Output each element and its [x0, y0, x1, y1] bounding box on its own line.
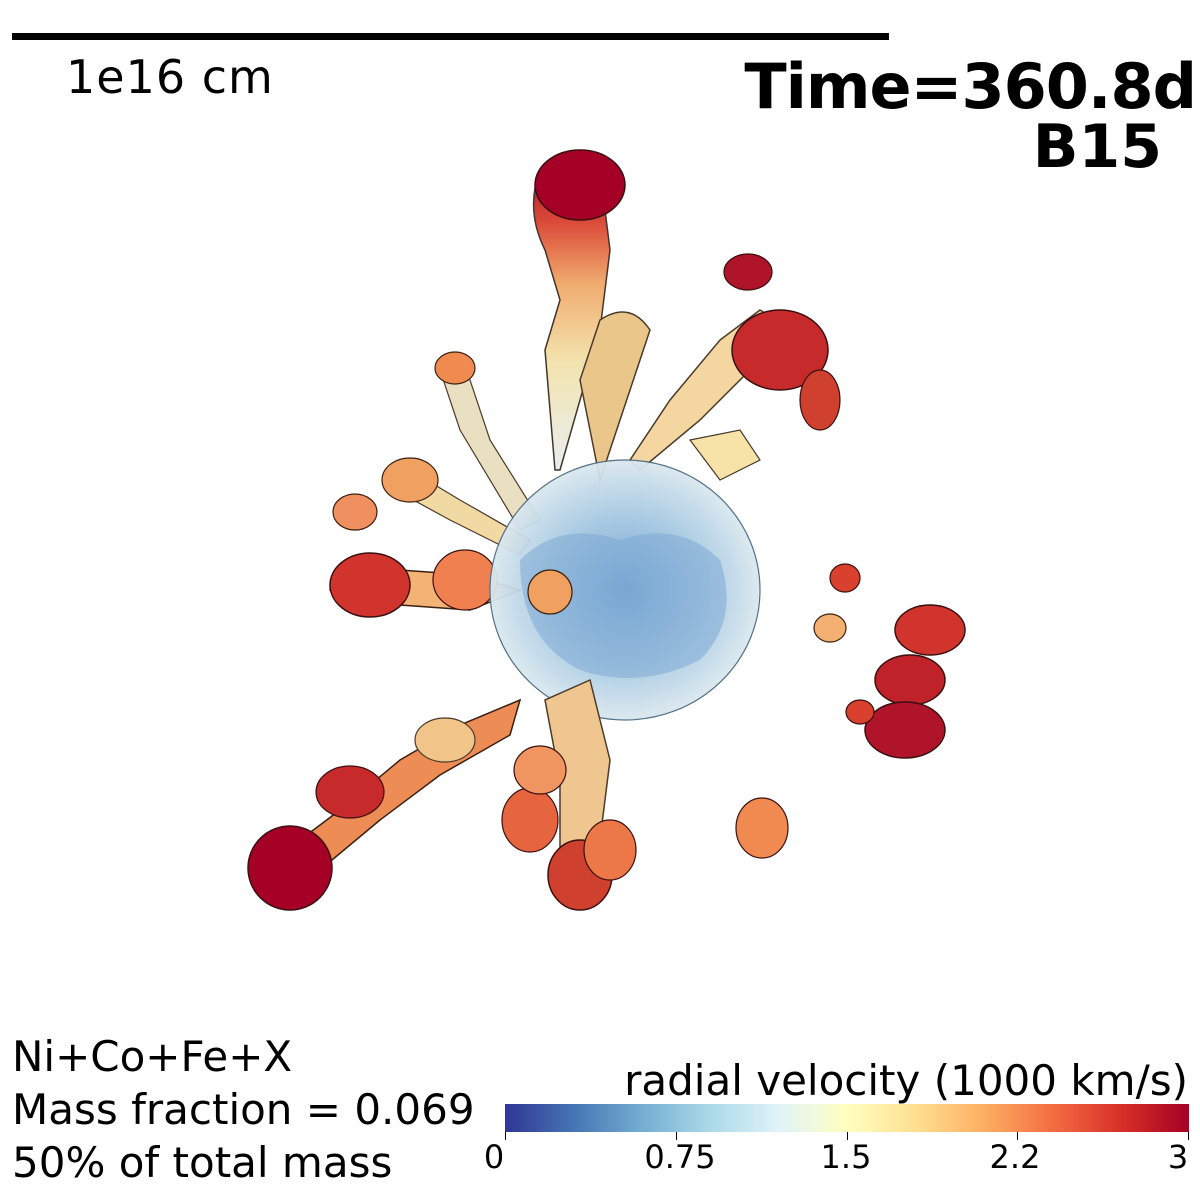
- colorbar-tick-label: 0.75: [644, 1138, 716, 1176]
- plume-north: [532, 149, 651, 483]
- colorbar-tick-mark: [1017, 1132, 1018, 1140]
- colorbar-tick-label: 0: [483, 1138, 505, 1176]
- info-total-mass: 50% of total mass: [12, 1138, 393, 1187]
- colorbar-tick-mark: [1188, 1132, 1189, 1140]
- colorbar-tick-mark: [847, 1132, 848, 1140]
- info-species: Ni+Co+Fe+X: [12, 1032, 293, 1081]
- colorbar-tick-label: 3: [1167, 1138, 1189, 1176]
- scale-bar-label: 1e16 cm: [66, 50, 274, 104]
- colorbar-title: radial velocity (1000 km/s): [624, 1056, 1188, 1105]
- model-label: B15: [1032, 112, 1162, 182]
- info-mass-fraction: Mass fraction = 0.069: [12, 1085, 475, 1134]
- plume-west: [329, 549, 523, 618]
- colorbar: [505, 1104, 1189, 1132]
- ejecta-render: [247, 149, 966, 911]
- info-text-block: Ni+Co+Fe+X Mass fraction = 0.069 50% of …: [12, 1030, 475, 1189]
- plume-southwest: [247, 698, 522, 911]
- scale-bar: [12, 33, 889, 40]
- colorbar-tick-mark: [505, 1132, 506, 1140]
- plume-south: [501, 678, 789, 911]
- colorbar-tick-label: 1.5: [820, 1138, 872, 1176]
- colorbar-tick-label: 2.2: [989, 1138, 1041, 1176]
- ejecta-core: [489, 459, 761, 721]
- plume-northeast: [629, 253, 841, 481]
- colorbar-tick-mark: [676, 1132, 677, 1140]
- time-label: Time=360.8d: [744, 50, 1197, 123]
- plume-northwest: [332, 351, 541, 556]
- plume-east: [813, 563, 966, 759]
